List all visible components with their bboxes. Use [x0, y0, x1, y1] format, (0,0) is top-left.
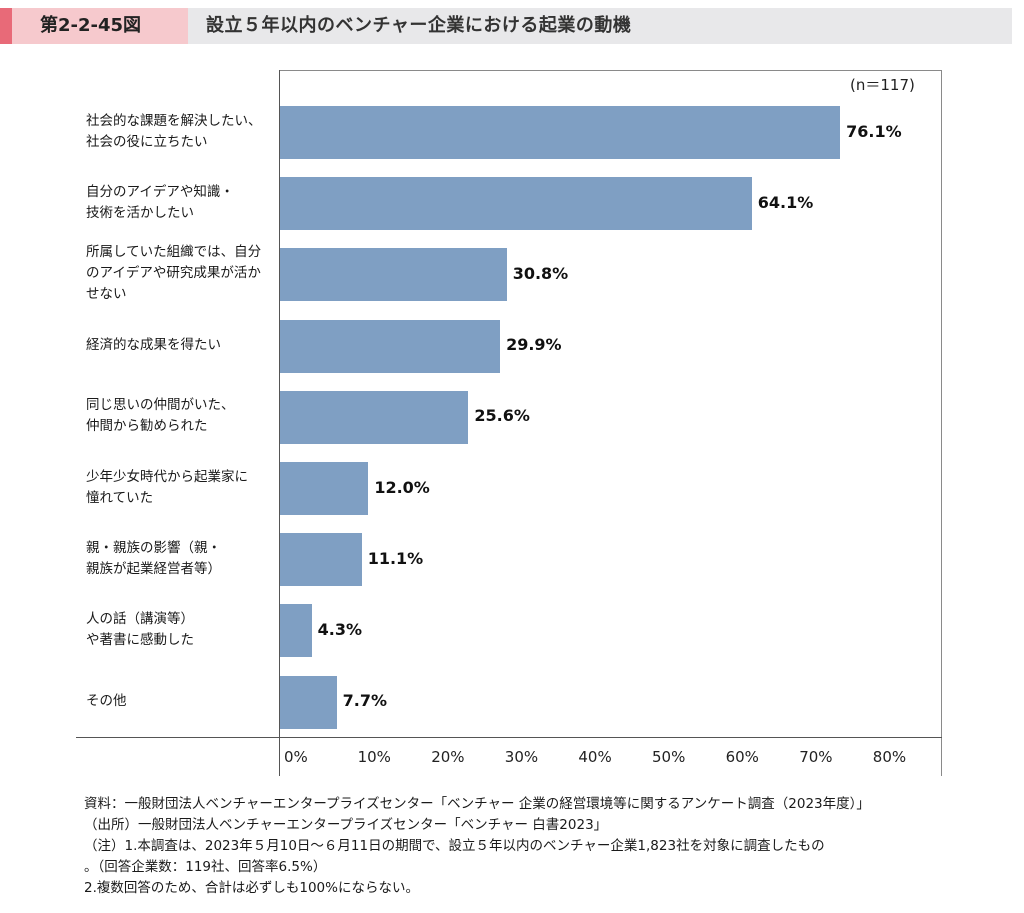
- category-label-line: 少年少女時代から起業家に: [86, 468, 248, 485]
- category-label: 人の話（講演等） や著書に感動した: [86, 609, 281, 651]
- bar: [280, 533, 362, 587]
- x-tick-label: 50%: [652, 748, 686, 766]
- note-source: 資料：一般財団法人ベンチャーエンタープライズセンター「ベンチャー 企業の経営環境…: [84, 796, 870, 812]
- data-label: 76.1%: [846, 121, 902, 141]
- bar: [280, 604, 312, 658]
- category-label-line: のアイデアや研究成果が活か: [86, 265, 261, 282]
- bar: [280, 390, 469, 444]
- category-label-line: 人の話（講演等）: [86, 610, 194, 627]
- x-tick-label: 20%: [431, 748, 465, 766]
- category-label-line: 社会の役に立ちたい: [86, 133, 208, 150]
- bar: [280, 675, 337, 729]
- category-label-line: 所属していた組織では、自分: [86, 244, 262, 261]
- data-label: 12.0%: [374, 477, 430, 497]
- category-label-line: 自分のアイデアや知識・: [86, 183, 234, 200]
- figure-header: 第2-2-45図 設立５年以内のベンチャー企業における起業の動機: [0, 8, 1012, 44]
- category-label: その他: [86, 691, 281, 712]
- category-label-line: や著書に感動した: [86, 631, 194, 648]
- x-tick-label: 70%: [799, 748, 833, 766]
- category-label-line: せない: [86, 286, 127, 303]
- bar: [280, 248, 507, 302]
- category-label: 社会的な課題を解決したい、 社会の役に立ちたい: [86, 111, 281, 153]
- category-label-line: 親・親族の影響（親・: [86, 539, 221, 556]
- category-label: 自分のアイデアや知識・ 技術を活かしたい: [86, 182, 281, 224]
- data-label: 64.1%: [757, 192, 814, 212]
- bar: [280, 106, 841, 159]
- category-label-line: 経済的な成果を得たい: [86, 336, 221, 353]
- x-tick-label: 0%: [284, 748, 308, 766]
- bar: [280, 462, 369, 515]
- source-notes: 資料：一般財団法人ベンチャーエンタープライズセンター「ベンチャー 企業の経営環境…: [84, 794, 870, 899]
- x-tick-label: 30%: [504, 748, 539, 766]
- category-label: 所属していた組織では、自分 のアイデアや研究成果が活か せない: [86, 242, 281, 305]
- category-label-line: 憧れていた: [86, 489, 154, 506]
- bar: [280, 177, 752, 231]
- category-label-line: 社会的な課題を解決したい、: [86, 112, 262, 129]
- note-response-rate: 。（回答企業数：119社、回答率6.5%）: [84, 859, 327, 875]
- category-axis-line: [279, 70, 280, 776]
- category-label-line: その他: [86, 692, 127, 709]
- category-label: 親・親族の影響（親・ 親族が起業経営者等）: [86, 538, 281, 580]
- value-axis-line: [76, 737, 942, 738]
- category-label-line: 同じ思いの仲間がいた、: [86, 397, 235, 414]
- data-label: 29.9%: [506, 335, 562, 355]
- category-label: 経済的な成果を得たい: [86, 335, 281, 356]
- note-multiple-answers: 2.複数回答のため、合計は必ずしも100%にならない。: [84, 880, 419, 896]
- category-label-line: 仲間から勧められた: [86, 418, 208, 435]
- bar: [280, 319, 501, 373]
- chart-frame-right: [941, 70, 942, 776]
- data-label: 25.6%: [474, 406, 530, 426]
- note-origin: （出所）一般財団法人ベンチャーエンタープライズセンター「ベンチャー 白書2023…: [84, 817, 608, 833]
- x-tick-label: 10%: [357, 748, 391, 766]
- x-tick-label: 80%: [872, 748, 907, 766]
- sample-size-note: (n＝117): [850, 76, 915, 94]
- category-label-line: 技術を活かしたい: [86, 204, 194, 221]
- data-label: 4.3%: [317, 619, 363, 639]
- x-tick-label: 60%: [725, 748, 759, 766]
- figure-title: 設立５年以内のベンチャー企業における起業の動機: [206, 15, 632, 36]
- category-label-line: 親族が起業経営者等）: [86, 560, 221, 577]
- data-label: 11.1%: [367, 548, 424, 568]
- data-label: 7.7%: [342, 691, 388, 711]
- category-label: 同じ思いの仲間がいた、 仲間から勧められた: [86, 395, 281, 437]
- note-survey: （注）1.本調査は、2023年５月10日～６月11日の期間で、設立５年以内のベン…: [84, 838, 825, 854]
- category-label: 少年少女時代から起業家に 憧れていた: [86, 467, 281, 509]
- figure-label: 第2-2-45図: [12, 8, 188, 44]
- header-accent-bar: [0, 8, 12, 44]
- data-label: 30.8%: [512, 263, 569, 283]
- x-tick-label: 40%: [578, 748, 612, 766]
- chart-frame-top: [279, 70, 941, 71]
